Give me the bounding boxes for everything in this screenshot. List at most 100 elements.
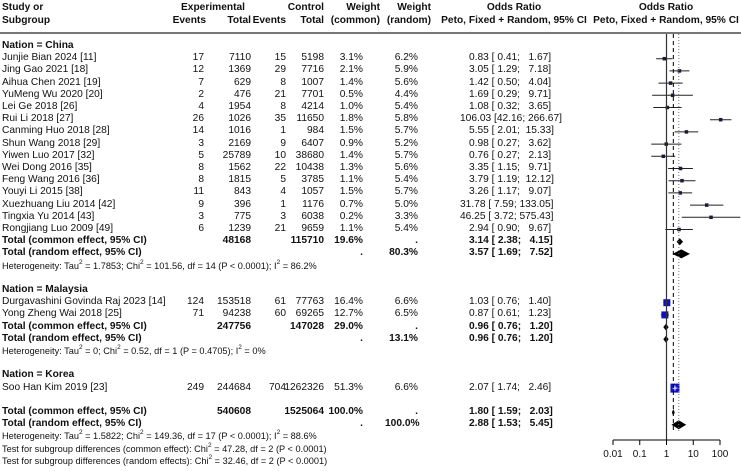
study-row-w-r: 3.3% [394, 210, 418, 222]
study-row-c-tot: 984 [307, 125, 324, 137]
study-row-c-tot: 69265 [295, 308, 324, 320]
study-square-marker [661, 311, 669, 319]
study-row-w-r: 5.4% [394, 223, 418, 234]
study-row-e-tot: 2169 [228, 137, 251, 149]
total-random-row-label: Total (random effect, 95% CI) [2, 418, 142, 430]
header-or-l2: Peto, Fixed + Random, 95% CI [441, 15, 587, 26]
study-row-label: Canming Huo 2018 [28] [2, 125, 110, 137]
total-random-row-w-r: 100.0% [385, 418, 420, 430]
study-row-c-tot: 6407 [301, 137, 324, 149]
study-row-c-ev: 10 [274, 149, 286, 161]
study-row-c-ev: 5 [280, 174, 286, 186]
total-common-row-c-tot: 1525064 [284, 406, 324, 417]
study-row-c-tot: 38680 [295, 149, 324, 161]
study-row-w-c: 51.3% [334, 381, 363, 393]
header-weight-random-l1: Weight [397, 2, 431, 13]
study-row-c-tot: 5198 [301, 52, 324, 64]
study-row-e-ev: 26 [192, 113, 204, 125]
study-row-c-ev: 1 [280, 198, 286, 210]
study-row-w-r: 5.4% [394, 101, 418, 112]
total-common-row-c-tot: 115710 [290, 235, 324, 247]
study-row-e-tot: 244684 [217, 381, 251, 393]
total-random-row-label: Total (random effect, 95% CI) [2, 332, 142, 344]
study-row-e-tot: 1954 [228, 101, 251, 112]
study-row-w-r: 5.7% [394, 186, 418, 198]
header-plot-l1: Odds Ratio [638, 2, 694, 13]
summary-diamond [676, 238, 684, 246]
total-common-row-w-c: 19.6% [334, 235, 363, 247]
total-random-row-w-c: . [360, 418, 363, 430]
study-row-e-ev: 249 [187, 381, 204, 393]
study-row-odds-ratio: 3.05 [ 1.29; 7.18] [469, 64, 552, 76]
x-axis-tick-label: 0.01 [603, 449, 623, 460]
study-row-e-ev: 9 [198, 198, 204, 210]
study-row-odds-ratio: 5.55 [ 2.01; 15.33] [469, 125, 554, 137]
study-row-w-r: 5.4% [394, 174, 418, 186]
study-row-w-r: 5.2% [394, 137, 418, 149]
study-row-e-ev: 4 [198, 101, 204, 112]
study-row-label: Jing Gao 2021 [18] [2, 64, 89, 76]
study-row-odds-ratio: 1.42 [ 0.50; 4.04] [469, 76, 552, 88]
study-row-c-ev: 1 [280, 125, 286, 137]
study-row-label: Junjie Bian 2024 [11] [2, 52, 97, 64]
study-row-c-tot: 4214 [301, 101, 324, 112]
study-row-e-tot: 1016 [228, 125, 251, 137]
study-row-c-ev: 21 [274, 88, 286, 100]
study-square-marker [661, 154, 666, 159]
heterogeneity-text: Heterogeneity: Tau2 = 1.5822; Chi2 = 149… [2, 429, 317, 442]
study-row-c-tot: 6038 [301, 210, 324, 222]
study-row-w-c: 1.8% [339, 113, 363, 125]
study-row-c-ev: 60 [274, 308, 286, 320]
study-square-marker [718, 117, 723, 122]
study-row-w-r: 6.5% [394, 308, 418, 320]
study-row-label: Tingxia Yu 2014 [43] [2, 210, 95, 222]
study-row-c-tot: 10438 [295, 162, 324, 173]
study-row-w-r: 5.7% [394, 125, 418, 137]
study-row-e-ev: 11 [193, 186, 204, 198]
subgroup-heading: Nation = China [2, 40, 74, 51]
study-square-marker [709, 215, 713, 220]
study-row-label: Feng Wang 2016 [36] [2, 174, 100, 186]
header-or-l1: Odds Ratio [486, 2, 542, 13]
total-random-row-w-r: 13.1% [389, 332, 418, 344]
study-square-marker [678, 166, 683, 171]
total-random-row-w-c: . [360, 332, 363, 344]
study-row-c-ev: 21 [274, 223, 286, 234]
study-row-odds-ratio: 0.76 [ 0.27; 2.13] [469, 149, 552, 161]
study-row-e-tot: 629 [234, 76, 251, 88]
study-row-odds-ratio: 46.25 [ 3.72; 575.43] [460, 210, 554, 222]
study-row-odds-ratio: 2.07 [ 1.74; 2.46] [469, 381, 552, 393]
total-random-row-w-r: 80.3% [389, 247, 418, 259]
study-row-w-c: 1.0% [339, 101, 363, 112]
study-row-c-ev: 8 [280, 76, 286, 88]
header-ctrl-total: Total [300, 15, 324, 26]
study-row-e-ev: 17 [192, 52, 204, 64]
total-common-row-e-tot: 48168 [222, 235, 251, 247]
header-weight-common-l1: Weight [346, 2, 380, 13]
study-row-c-tot: 9659 [301, 223, 324, 234]
study-row-w-c: 1.5% [339, 125, 363, 137]
study-row-e-ev: 5 [198, 149, 204, 161]
total-common-row-odds-ratio: 3.14 [ 2.38; 4.15] [469, 235, 553, 247]
total-common-row-w-r: . [415, 235, 418, 247]
study-row-e-tot: 94238 [222, 308, 251, 320]
study-row-e-tot: 153518 [217, 296, 251, 308]
study-square-marker [668, 81, 673, 85]
total-common-row-w-c: 29.0% [334, 320, 363, 332]
study-row-label: Durgavashini Govinda Raj 2023 [14] [2, 296, 166, 308]
study-row-w-c: 2.1% [339, 64, 363, 76]
study-row-e-tot: 396 [234, 198, 251, 210]
total-random-row-odds-ratio: 0.96 [ 0.76; 1.20] [469, 332, 553, 344]
study-row-w-r: 6.6% [394, 381, 418, 393]
study-row-label: Lei Ge 2018 [26] [2, 101, 78, 112]
study-row-w-c: 0.2% [339, 210, 363, 222]
study-row-w-c: 16.4% [334, 296, 363, 308]
study-row-odds-ratio: 3.35 [ 1.15; 9.71] [469, 162, 552, 173]
total-common-row-odds-ratio: 0.96 [ 0.76; 1.20] [469, 320, 553, 332]
study-row-c-tot: 1007 [301, 76, 324, 88]
total-common-row-w-r: . [415, 320, 418, 332]
study-row-c-tot: 7716 [301, 64, 324, 76]
study-row-w-r: 5.7% [394, 149, 418, 161]
x-axis-tick-label: 0.1 [633, 449, 647, 460]
